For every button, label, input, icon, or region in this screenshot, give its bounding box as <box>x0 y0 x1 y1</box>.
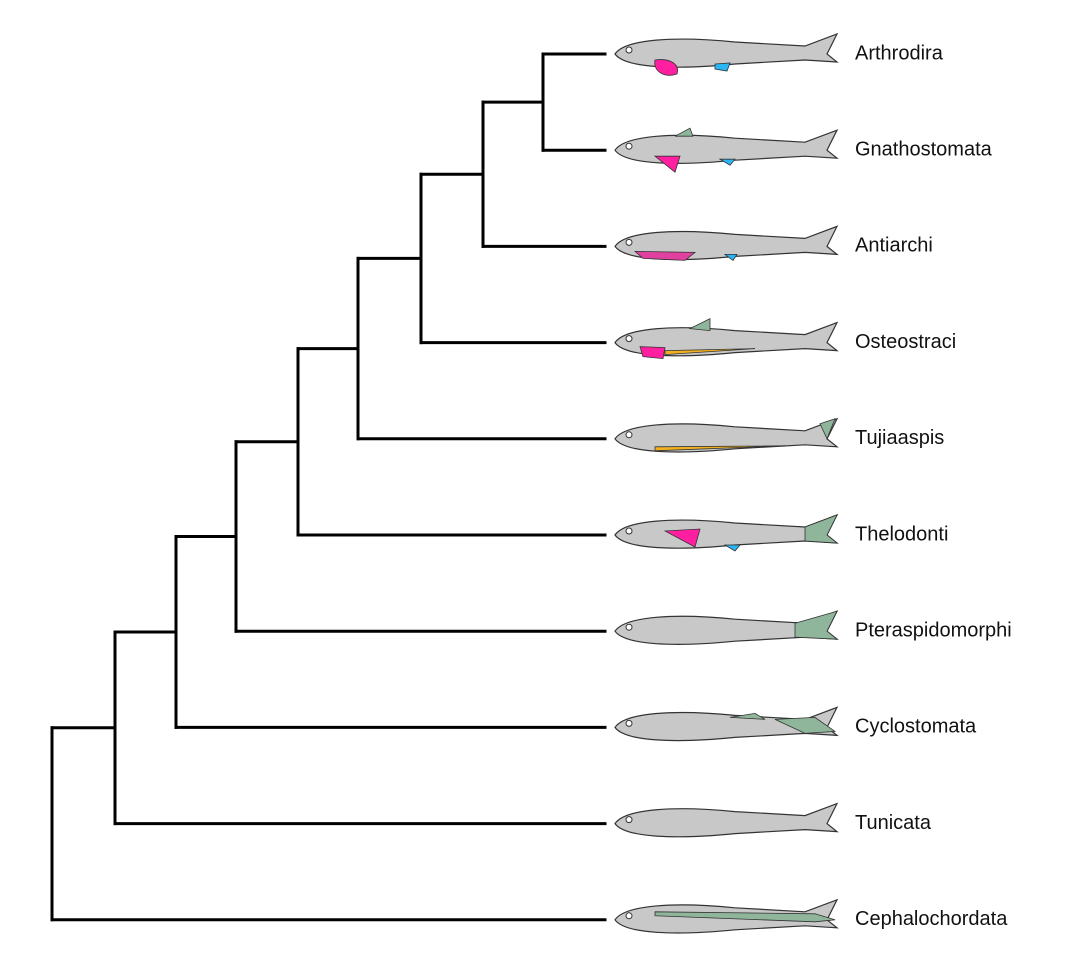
taxon-label: Tunicata <box>855 812 932 834</box>
silhouette-body <box>614 129 839 164</box>
silhouette-eye <box>625 719 633 727</box>
silhouette-fin <box>794 610 839 640</box>
silhouette-fin <box>654 911 836 923</box>
silhouette-fin <box>819 418 836 440</box>
silhouette-fin <box>714 62 731 72</box>
taxon-label: Pteraspidomorphi <box>855 619 1012 641</box>
taxon-label: Cyclostomata <box>855 716 977 738</box>
taxon-label: Cephalochordata <box>855 908 1008 930</box>
taxon-silhouette <box>614 898 839 934</box>
silhouette-fin <box>664 348 756 356</box>
taxon-silhouette <box>614 417 839 453</box>
taxon-silhouette <box>614 706 839 742</box>
silhouette-body <box>614 32 839 68</box>
silhouette-fin <box>639 346 666 360</box>
taxon-silhouette <box>614 317 839 360</box>
taxon-label: Antiarchi <box>855 235 933 257</box>
silhouette-fin <box>804 514 839 544</box>
taxon-silhouette <box>614 127 839 173</box>
silhouette-eye <box>625 623 633 631</box>
silhouette-body <box>614 513 839 549</box>
taxon-label: Thelodonti <box>855 523 948 545</box>
silhouette-fin <box>688 317 711 332</box>
silhouette-fin <box>663 528 701 548</box>
silhouette-fin <box>729 712 766 720</box>
silhouette-fin <box>718 158 736 166</box>
silhouette-fin <box>723 544 741 552</box>
silhouette-eye <box>625 335 633 343</box>
silhouette-fin <box>723 253 738 261</box>
silhouette-fin <box>654 445 786 452</box>
silhouette-body <box>614 802 839 838</box>
taxon-silhouette <box>614 32 839 76</box>
silhouette-fin <box>674 127 694 137</box>
silhouette-eye <box>625 431 633 439</box>
taxon-silhouette <box>614 225 839 261</box>
silhouette-eye <box>625 912 633 920</box>
taxon-silhouette <box>614 802 839 838</box>
taxon-silhouette <box>614 610 839 645</box>
taxon-label: Arthrodira <box>855 42 944 64</box>
silhouette-fin <box>653 155 681 173</box>
taxon-label: Tujiaaspis <box>855 427 944 449</box>
silhouette-eye <box>625 816 633 824</box>
silhouette-eye <box>625 142 633 150</box>
silhouette-fin <box>633 250 697 261</box>
taxon-label: Gnathostomata <box>855 138 993 160</box>
silhouette-eye <box>625 238 633 246</box>
silhouette-eye <box>625 527 633 535</box>
silhouette-eye <box>625 46 633 54</box>
silhouette-fin <box>774 716 837 734</box>
silhouette-fin <box>654 59 678 76</box>
taxon-label: Osteostraci <box>855 331 956 353</box>
taxon-silhouette <box>614 513 839 552</box>
